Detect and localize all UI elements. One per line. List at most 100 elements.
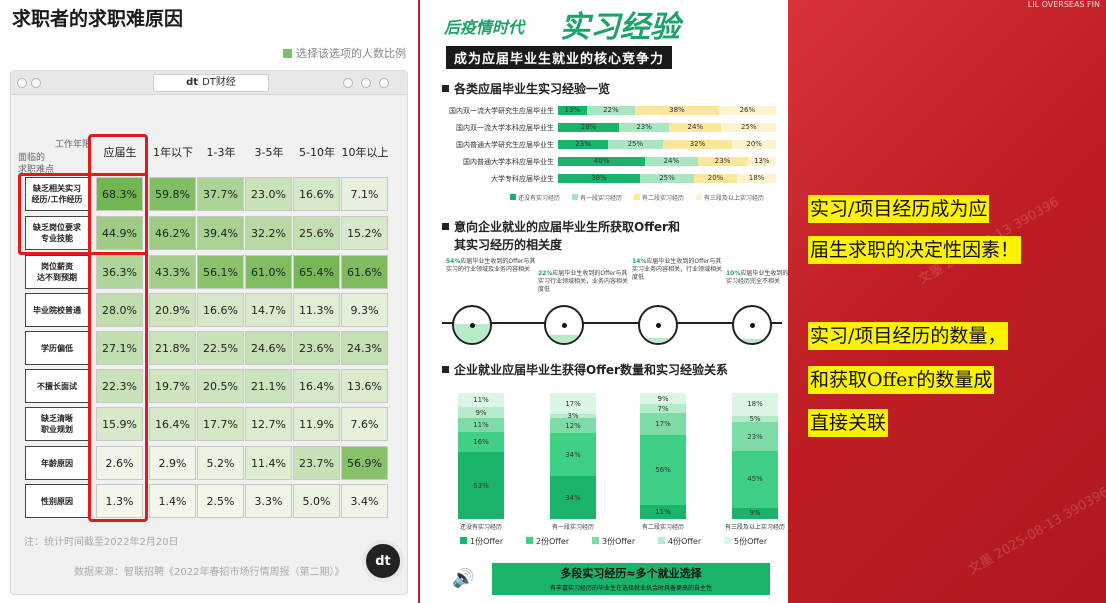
hbar-row: 40% 24% 23% 13% [558,157,776,166]
hbar-row: 23% 25% 32% 20% [558,140,776,149]
table-cell: 21.1% [245,369,292,403]
table-cell: 16.4% [293,369,340,403]
hbar-legend-item: 有三段及以上实习经历 [696,193,764,202]
vbar-legend-label: 1份Offer [470,537,504,546]
section-title-2-line1: 意向企业就业的应届毕业生所获取Offer和 [454,220,680,234]
table-cell: 19.7% [149,369,196,403]
gauge-caption: 14%应届毕业生收到的Offer与其实习业务内容相关，行业领域相关度低 [632,258,724,282]
table-cell: 16.6% [293,177,340,211]
gauge-fill [640,337,676,343]
gauge-text: 应届毕业生收到的Offer与其实习经历完全不相关 [726,270,816,285]
vbar-segment: 34% [550,476,596,519]
table-cell: 1.4% [149,484,196,518]
legend-swatch-icon [283,49,292,58]
gauge-percent: 14% [632,258,647,265]
table-cell: 11.3% [293,293,340,327]
legend-swatch-icon [634,194,640,200]
hbar-row: 28% 23% 24% 25% [558,123,776,132]
summary-banner: 多段实习经历≈多个就业选择 有丰富实习经历的毕业生在选择就业机会时具备更高的自主… [492,563,770,595]
legend-swatch-icon [572,194,578,200]
table-cell: 17.7% [197,407,244,441]
gauge-center-icon [470,323,475,328]
hbar-legend-label: 还没有实习经历 [518,195,561,202]
table-cell: 61.0% [245,255,292,289]
hbar-segment: 38% [558,174,641,183]
hbar-segment: 23% [558,140,609,149]
gauge-circle [638,305,678,345]
table-cell: 16.6% [197,293,244,327]
vbar-column: 9% 45% 23% 5% 18% [732,393,778,519]
hbar-segment: 40% [558,157,646,166]
table-legend: 选择该选项的人数比例 [283,45,406,61]
gauge-caption: 54%应届毕业生收到的Offer与其实习的行业领域及业务内容相关 [446,258,538,274]
titlebar-dot-icon [343,78,353,88]
middle-title-small: 后疫情时代 [444,18,525,37]
vbar-segment: 17% [640,413,686,435]
gauge-center-icon [656,323,661,328]
dt-logo-icon[interactable]: dt [362,540,404,582]
vbar-legend-item: 3份Offer [592,536,635,547]
vbar-category: 有二段实习经历 [641,524,684,531]
gauge-caption: 10%应届毕业生收到的Offer与其实习经历完全不相关 [726,270,818,286]
table-cell: 23.6% [293,331,340,365]
bullet-square-icon [442,223,449,230]
vbar-category: 还没有实习经历 [459,524,502,531]
table-cell: 27.1% [96,331,143,365]
table-cell: 23.0% [245,177,292,211]
table-cell: 15.2% [341,216,388,250]
row-header: 年龄原因 [25,446,89,480]
table-cell: 22.5% [197,331,244,365]
table-cell: 28.0% [96,293,143,327]
vbar-segment: 11% [640,505,686,519]
row-header: 缺乏清晰 职业规划 [25,407,89,441]
vbar-category: 有三段及以上实习经历 [724,524,785,531]
column-header: 1年以下 [153,146,193,159]
column-header: 应届生 [103,146,137,159]
hbar-row-label: 国内双一流大学本科应届毕业生 [456,124,554,132]
hbar-segment: 20% [732,140,776,149]
vbar-segment: 11% [458,418,504,433]
table-cell: 11.9% [293,407,340,441]
hbar-segment: 32% [662,140,733,149]
brand-tab: dt DT财经 [153,74,269,92]
table-cell: 24.3% [341,331,388,365]
table-cell: 44.9% [96,216,143,250]
watermark-text: 文墨 2025-08-13 390396 [965,484,1106,578]
hbar-segment: 23% [619,123,670,132]
vbar-legend-item: 2份Offer [526,536,569,547]
table-cell: 56.1% [197,255,244,289]
table-cell: 14.7% [245,293,292,327]
hbar-row-label: 国内普通大学本科应届毕业生 [463,158,554,166]
legend-swatch-icon [696,194,702,200]
hbar-row: 13% 22% 38% 26% [558,106,776,115]
hbar-segment: 25% [640,174,694,183]
hbar-segment: 20% [693,174,738,183]
row-header: 性别原因 [25,484,89,518]
highlight-line-1: 实习/项目经历成为应 [808,195,990,223]
banner-main-text: 多段实习经历≈多个就业选择 [560,567,702,580]
row-header: 学历偏低 [25,331,89,365]
gauge-circle [452,305,492,345]
section-title-3-text: 企业就业应届毕业生获得Offer数量和实习经验关系 [454,363,728,377]
vbar-legend-label: 5份Offer [734,537,768,546]
vbar-segment: 3% [550,412,596,420]
table-note: 注：统计时间截至2022年2月20日 [24,537,179,548]
table-cell: 15.9% [96,407,143,441]
vbar-legend-item: 5份Offer [724,536,767,547]
gauge-caption: 22%应届毕业生收到的Offer与其实习行业领域相关，业务内容相关度低 [538,270,630,294]
hbar-legend-label: 有二段实习经历 [642,195,685,202]
table-cell: 59.8% [149,177,196,211]
hbar-segment: 25% [608,140,663,149]
vbar-segment: 34% [550,433,596,477]
left-title: 求职者的求职难原因 [12,8,184,30]
hbar-segment: 24% [669,123,722,132]
table-cell: 5.2% [197,446,244,480]
table-cell: 23.7% [293,446,340,480]
highlight-line-4: 和获取Offer的数量成 [808,366,995,394]
table-cell: 43.3% [149,255,196,289]
legend-swatch-icon [658,537,665,544]
vbar-segment: 5% [732,415,778,423]
vbar-segment: 12% [550,418,596,434]
hbar-segment: 38% [635,106,719,115]
